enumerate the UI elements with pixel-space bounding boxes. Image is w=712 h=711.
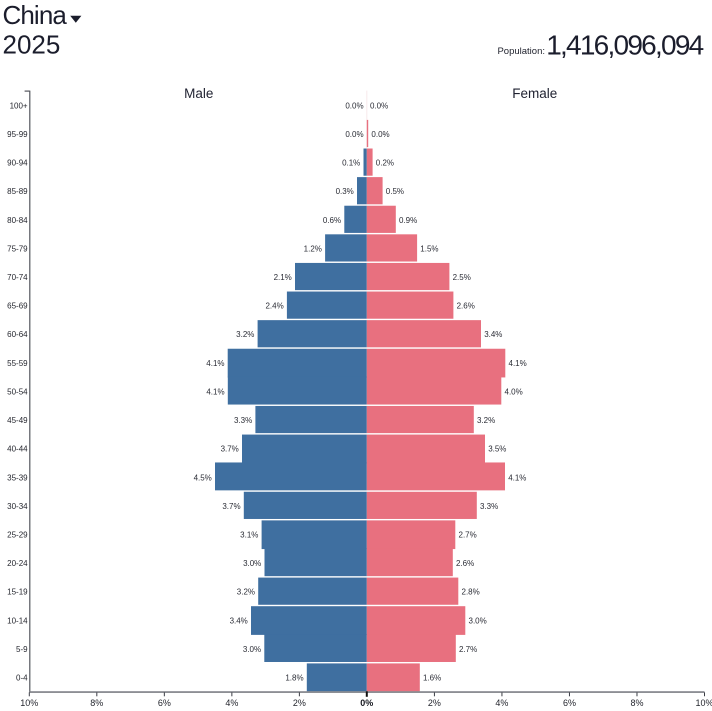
svg-text:90-94: 90-94 [7, 159, 28, 168]
svg-text:0.2%: 0.2% [376, 159, 394, 168]
svg-text:0.0%: 0.0% [371, 130, 389, 139]
svg-text:Female: Female [512, 86, 557, 101]
svg-text:1.6%: 1.6% [423, 674, 441, 683]
svg-text:40-44: 40-44 [7, 445, 28, 454]
svg-text:3.4%: 3.4% [484, 330, 502, 339]
svg-text:1.5%: 1.5% [420, 244, 438, 253]
svg-text:35-39: 35-39 [7, 473, 28, 482]
svg-text:3.0%: 3.0% [469, 616, 487, 625]
svg-text:3.7%: 3.7% [221, 445, 239, 454]
svg-text:65-69: 65-69 [7, 302, 28, 311]
svg-text:0-4: 0-4 [16, 674, 28, 683]
svg-text:2.5%: 2.5% [453, 273, 471, 282]
svg-text:3.4%: 3.4% [230, 616, 248, 625]
svg-text:3.0%: 3.0% [243, 559, 261, 568]
svg-text:2.8%: 2.8% [462, 588, 480, 597]
svg-text:0%: 0% [360, 698, 373, 708]
svg-text:8%: 8% [630, 698, 643, 708]
svg-text:0.0%: 0.0% [345, 130, 363, 139]
svg-text:10%: 10% [695, 698, 712, 708]
svg-text:45-49: 45-49 [7, 416, 28, 425]
svg-text:1.8%: 1.8% [285, 674, 303, 683]
svg-text:95-99: 95-99 [7, 130, 28, 139]
svg-text:15-19: 15-19 [7, 588, 28, 597]
svg-text:0.5%: 0.5% [386, 187, 404, 196]
svg-text:60-64: 60-64 [7, 330, 28, 339]
svg-text:10-14: 10-14 [7, 616, 28, 625]
svg-text:0.1%: 0.1% [342, 159, 360, 168]
svg-text:8%: 8% [90, 698, 103, 708]
svg-text:4.1%: 4.1% [206, 359, 224, 368]
svg-text:3.2%: 3.2% [237, 588, 255, 597]
svg-text:4%: 4% [225, 698, 238, 708]
svg-text:0.0%: 0.0% [370, 101, 388, 110]
svg-text:6%: 6% [158, 698, 171, 708]
svg-text:4.1%: 4.1% [206, 387, 224, 396]
svg-text:0.6%: 0.6% [323, 216, 341, 225]
svg-text:4.1%: 4.1% [508, 473, 526, 482]
svg-text:6%: 6% [563, 698, 576, 708]
svg-text:China: China [3, 0, 68, 30]
svg-text:50-54: 50-54 [7, 387, 28, 396]
svg-text:2025: 2025 [3, 30, 61, 60]
svg-text:2%: 2% [428, 698, 441, 708]
svg-text:2.7%: 2.7% [459, 530, 477, 539]
svg-text:10%: 10% [20, 698, 38, 708]
svg-text:3.3%: 3.3% [234, 416, 252, 425]
svg-text:2.7%: 2.7% [459, 645, 477, 654]
svg-text:0.9%: 0.9% [399, 216, 417, 225]
svg-text:3.5%: 3.5% [488, 445, 506, 454]
svg-text:30-34: 30-34 [7, 502, 28, 511]
svg-text:1.2%: 1.2% [304, 244, 322, 253]
svg-text:2.4%: 2.4% [265, 302, 283, 311]
svg-text:2.6%: 2.6% [457, 302, 475, 311]
svg-text:5-9: 5-9 [16, 645, 28, 654]
svg-text:85-89: 85-89 [7, 187, 28, 196]
svg-text:3.2%: 3.2% [477, 416, 495, 425]
svg-text:3.7%: 3.7% [222, 502, 240, 511]
svg-text:75-79: 75-79 [7, 244, 28, 253]
svg-text:4%: 4% [495, 698, 508, 708]
svg-text:70-74: 70-74 [7, 273, 28, 282]
svg-text:80-84: 80-84 [7, 216, 28, 225]
svg-text:0.0%: 0.0% [345, 101, 363, 110]
svg-text:2.1%: 2.1% [274, 273, 292, 282]
svg-text:1,416,096,094: 1,416,096,094 [546, 29, 703, 60]
svg-text:100+: 100+ [10, 101, 28, 110]
svg-text:25-29: 25-29 [7, 530, 28, 539]
svg-text:20-24: 20-24 [7, 559, 28, 568]
svg-text:3.1%: 3.1% [240, 530, 258, 539]
svg-text:3.0%: 3.0% [243, 645, 261, 654]
svg-text:2%: 2% [293, 698, 306, 708]
svg-text:4.0%: 4.0% [505, 387, 523, 396]
svg-text:3.3%: 3.3% [480, 502, 498, 511]
svg-text:4.1%: 4.1% [509, 359, 527, 368]
svg-text:Population:: Population: [497, 46, 545, 57]
svg-text:0.3%: 0.3% [336, 187, 354, 196]
svg-text:Male: Male [184, 86, 213, 101]
svg-text:3.2%: 3.2% [236, 330, 254, 339]
svg-text:2.6%: 2.6% [456, 559, 474, 568]
svg-text:55-59: 55-59 [7, 359, 28, 368]
svg-text:4.5%: 4.5% [194, 473, 212, 482]
